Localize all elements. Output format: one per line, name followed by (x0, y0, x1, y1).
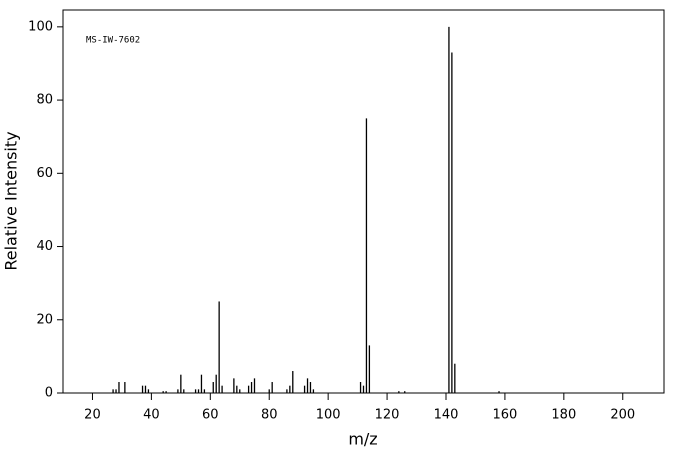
annotation: MS-IW-7602 (86, 36, 140, 46)
y-tick-label: 20 (36, 312, 53, 327)
x-tick-label: 180 (551, 408, 576, 423)
x-tick-label: 80 (261, 408, 278, 423)
x-tick-label: 20 (84, 408, 101, 423)
x-tick-label: 120 (375, 408, 400, 423)
plot-frame (62, 9, 665, 394)
x-tick-label: 40 (143, 408, 160, 423)
x-tick-label: 160 (492, 408, 517, 423)
y-tick-label: 80 (36, 93, 53, 108)
y-tick-label: 60 (36, 166, 53, 181)
x-tick-label: 100 (316, 408, 341, 423)
x-tick-label: 200 (610, 408, 635, 423)
y-tick-label: 40 (36, 239, 53, 254)
x-axis-label: m/z (348, 430, 377, 449)
y-tick-label: 100 (28, 19, 53, 34)
y-axis-label: Relative Intensity (2, 131, 21, 270)
y-tick-label: 0 (45, 386, 53, 401)
x-tick-label: 140 (434, 408, 459, 423)
x-tick-label: 60 (202, 408, 219, 423)
